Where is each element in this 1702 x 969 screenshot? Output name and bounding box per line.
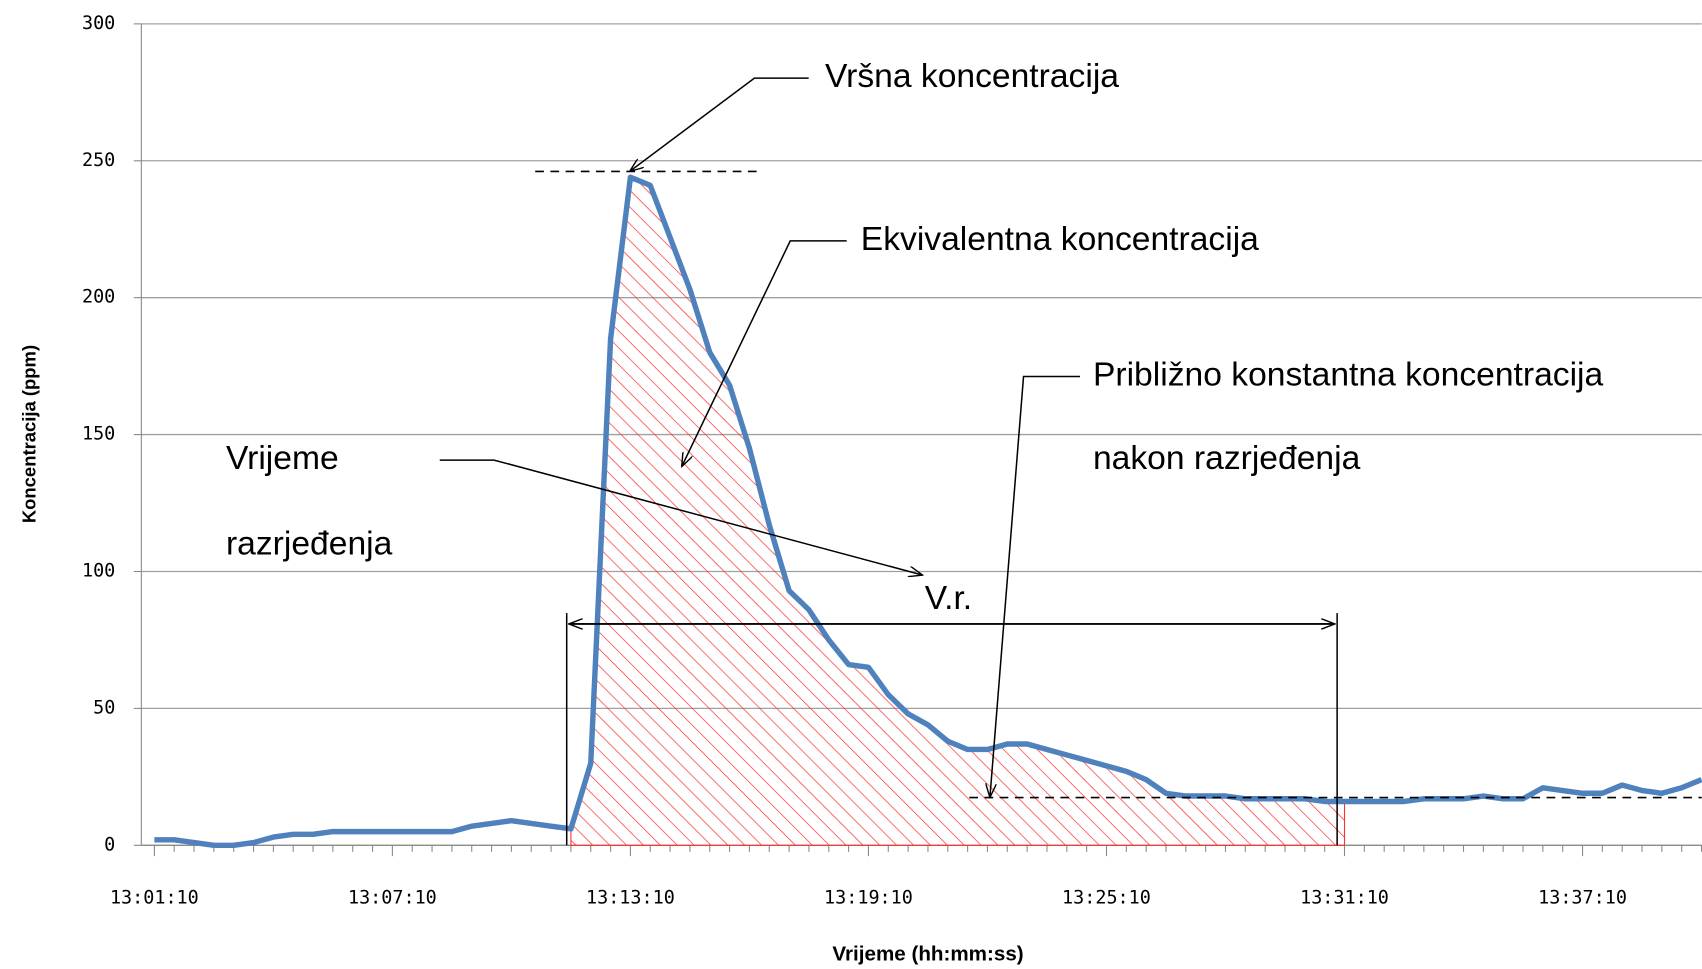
x-tick-label: 13:19:10 [824,887,913,908]
y-tick-label: 200 [82,287,115,308]
annotation: nakon razrjeđenja [1093,440,1361,477]
y-tick-label: 100 [82,560,115,581]
x-tick-label: 13:31:10 [1300,887,1389,908]
x-axis-title: Vrijeme (hh:mm:ss) [832,942,1023,965]
x-tick-label: 13:37:10 [1538,887,1627,908]
arrow [990,375,1080,798]
arrow [682,240,847,467]
y-tick-label: 50 [93,697,115,718]
x-tick-label: 13:01:10 [110,887,199,908]
annotation: Vršna koncentracija [825,58,1119,95]
annotation: razrjeđenja [226,526,393,563]
y-axis-title: Koncentracija (ppm) [19,345,40,523]
arrow [439,459,923,575]
annotation: V.r. [925,580,972,617]
y-tick-label: 250 [82,150,115,171]
line [154,174,1702,849]
annotation: Ekvivalentna koncentracija [861,221,1259,258]
arrow [630,77,809,171]
y-tick-label: 150 [82,424,115,445]
annotation: Vrijeme [226,440,339,477]
annotation: Približno konstantna koncentracija [1093,356,1604,393]
y-tick-label: 0 [104,834,115,855]
y-tick-label: 300 [82,13,115,34]
annotations [439,77,1702,846]
x-tick-label: 13:25:10 [1062,887,1151,908]
x-tick-label: 13:07:10 [348,887,437,908]
x-tick-label: 13:13:10 [586,887,675,908]
